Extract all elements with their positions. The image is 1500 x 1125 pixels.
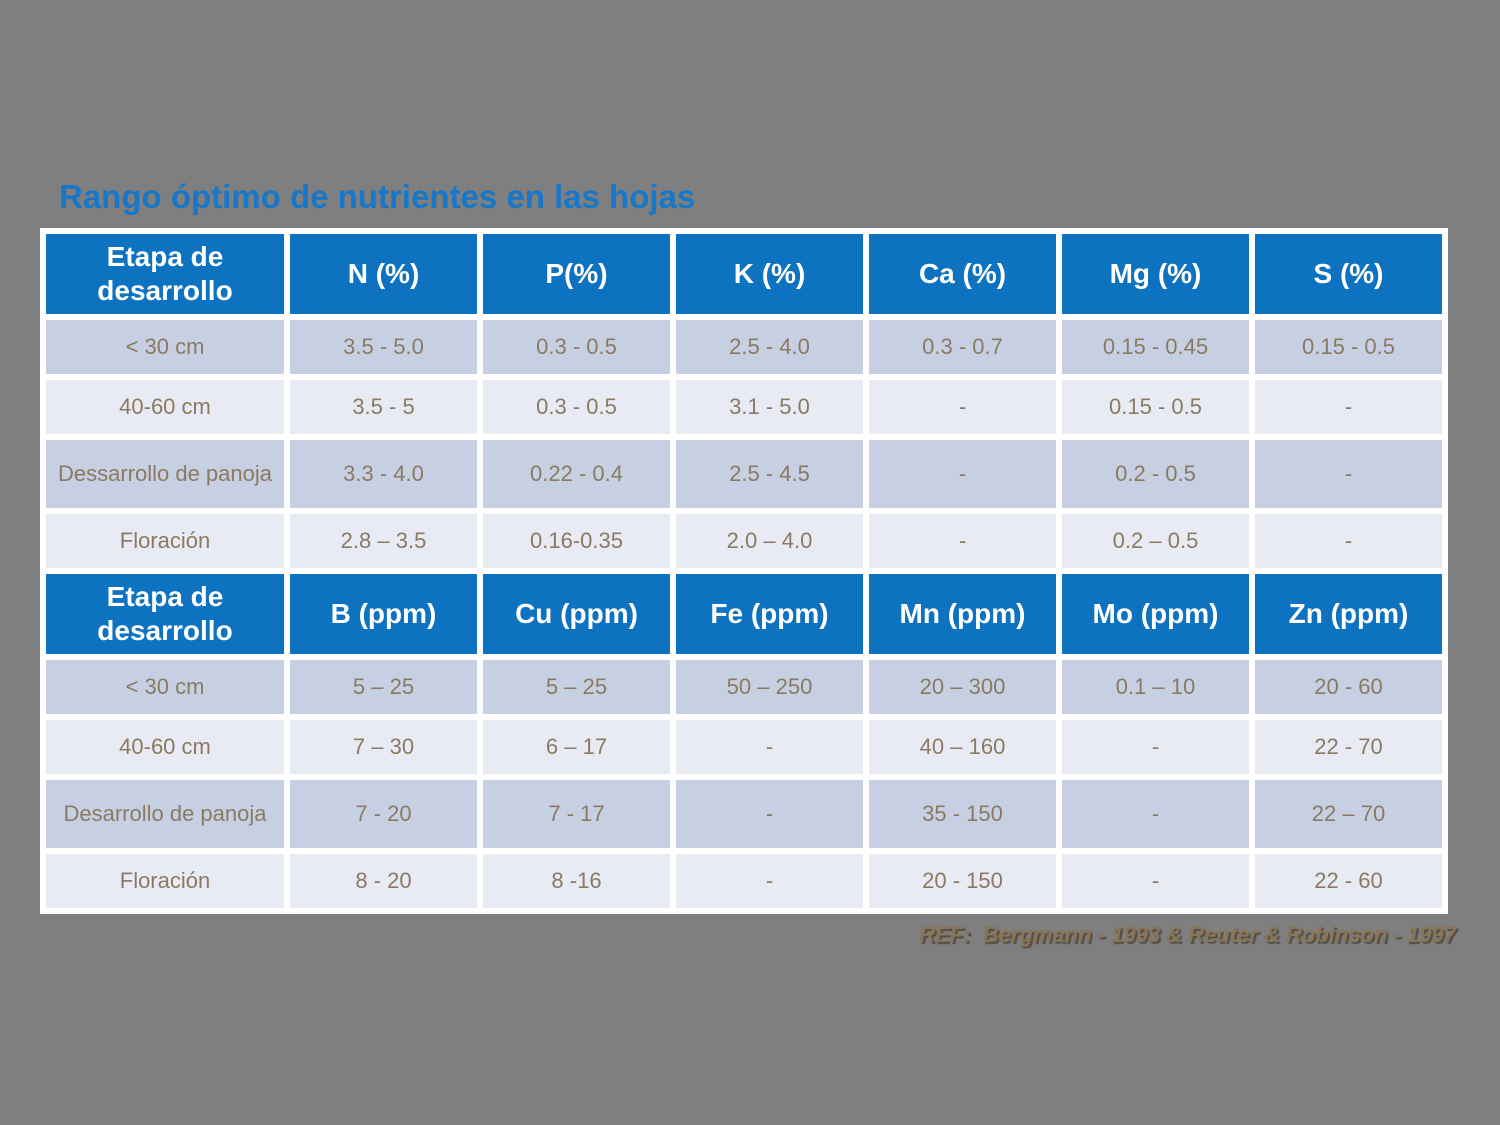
- header-cell: K (%): [676, 234, 863, 314]
- header-cell: Zn (ppm): [1255, 574, 1442, 654]
- header-cell: S (%): [1255, 234, 1442, 314]
- header-cell: B (ppm): [290, 574, 477, 654]
- table-cell: 3.1 - 5.0: [676, 380, 863, 434]
- table-cell: 5 – 25: [290, 660, 477, 714]
- table-row: Floración 8 - 20 8 -16-20 - 150-22 - 60: [46, 854, 1442, 908]
- header-cell: Etapa de desarrollo: [46, 234, 284, 314]
- nutrient-table: Etapa de desarrollo N (%) P(%) K (%) Ca (%) M…: [40, 228, 1448, 914]
- table-cell: 3.5 - 5: [290, 380, 477, 434]
- table-cell: 20 - 150: [869, 854, 1056, 908]
- table-cell: 40-60 cm: [46, 380, 284, 434]
- table-cell: 0.15 - 0.45: [1062, 320, 1249, 374]
- table-cell: 0.15 - 0.5: [1062, 380, 1249, 434]
- table-cell: -: [1255, 380, 1442, 434]
- table-row: Desarrollo de panoja 7 - 20 7 - 17-35 - 15…: [46, 780, 1442, 848]
- page-title: Rango óptimo de nutrientes en las hojas: [59, 178, 696, 215]
- table-cell: -: [869, 380, 1056, 434]
- table-cell: -: [1062, 854, 1249, 908]
- table-cell: 0.3 - 0.7: [869, 320, 1056, 374]
- table-cell: < 30 cm: [46, 660, 284, 714]
- table-cell: 40 – 160: [869, 720, 1056, 774]
- table-cell: 22 - 60: [1255, 854, 1442, 908]
- table-row: < 30 cm 3.5 - 5.0 0.3 - 0.5 2.5 - 4.0 0.3 - …: [46, 320, 1442, 374]
- table-cell: 0.2 - 0.5: [1062, 440, 1249, 508]
- table-cell: 3.5 - 5.0: [290, 320, 477, 374]
- table-cell: 22 – 70: [1255, 780, 1442, 848]
- table-row: Floración 2.8 – 3.5 0.16-0.35 2.0 – 4.0-0.2…: [46, 514, 1442, 568]
- header-cell: Mg (%): [1062, 234, 1249, 314]
- table-cell: 35 - 150: [869, 780, 1056, 848]
- table-cell: 2.5 - 4.0: [676, 320, 863, 374]
- table-cell: 0.2 – 0.5: [1062, 514, 1249, 568]
- table-cell: -: [1062, 780, 1249, 848]
- table-cell: -: [869, 514, 1056, 568]
- table-cell: < 30 cm: [46, 320, 284, 374]
- table-cell: 2.8 – 3.5: [290, 514, 477, 568]
- table-cell: 0.3 - 0.5: [483, 380, 670, 434]
- table-cell: 5 – 25: [483, 660, 670, 714]
- table-cell: Floración: [46, 854, 284, 908]
- table-cell: Floración: [46, 514, 284, 568]
- header-cell: N (%): [290, 234, 477, 314]
- table-cell: 8 -16: [483, 854, 670, 908]
- table-cell: -: [676, 720, 863, 774]
- table-cell: 8 - 20: [290, 854, 477, 908]
- header-cell: Ca (%): [869, 234, 1056, 314]
- table-row: Dessarrollo de panoja 3.3 - 4.0 0.22 - 0.4…: [46, 440, 1442, 508]
- table-row: 40-60 cm 3.5 - 5 0.3 - 0.5 3.1 - 5.0-0.15 -…: [46, 380, 1442, 434]
- table-cell: -: [869, 440, 1056, 508]
- reference-text: REF: Bergmann - 1993 & Reuter & Robinson…: [919, 922, 1456, 947]
- header-cell: P(%): [483, 234, 670, 314]
- table-cell: -: [1062, 720, 1249, 774]
- table-row: < 30 cm 5 – 25 5 – 25 50 – 250 20 – 300 0.1 –…: [46, 660, 1442, 714]
- table-cell: Desarrollo de panoja: [46, 780, 284, 848]
- table-cell: 0.22 - 0.4: [483, 440, 670, 508]
- header-cell: Etapa de desarrollo: [46, 574, 284, 654]
- table-row: 40-60 cm 7 – 30 6 – 17-40 – 160-22 - 70: [46, 720, 1442, 774]
- table-cell: 7 – 30: [290, 720, 477, 774]
- table-cell: -: [1255, 514, 1442, 568]
- table-cell: 20 - 60: [1255, 660, 1442, 714]
- table-cell: 7 - 20: [290, 780, 477, 848]
- table-cell: -: [676, 854, 863, 908]
- table-cell: 40-60 cm: [46, 720, 284, 774]
- table-cell: 7 - 17: [483, 780, 670, 848]
- table-cell: 0.3 - 0.5: [483, 320, 670, 374]
- table-cell: 0.16-0.35: [483, 514, 670, 568]
- table-header-row: Etapa de desarrollo N (%) P(%) K (%) Ca (%) M…: [46, 234, 1442, 314]
- table-cell: 0.1 – 10: [1062, 660, 1249, 714]
- table-cell: 50 – 250: [676, 660, 863, 714]
- header-cell: Fe (ppm): [676, 574, 863, 654]
- table-cell: 0.15 - 0.5: [1255, 320, 1442, 374]
- header-cell: Mo (ppm): [1062, 574, 1249, 654]
- table-cell: Dessarrollo de panoja: [46, 440, 284, 508]
- table-cell: 20 – 300: [869, 660, 1056, 714]
- table-cell: -: [1255, 440, 1442, 508]
- header-cell: Cu (ppm): [483, 574, 670, 654]
- table-cell: 6 – 17: [483, 720, 670, 774]
- table-header-row: Etapa de desarrollo B (ppm) Cu (ppm) Fe (pp…: [46, 574, 1442, 654]
- nutrient-table-body: Etapa de desarrollo N (%) P(%) K (%) Ca (%) M…: [46, 234, 1442, 908]
- header-cell: Mn (ppm): [869, 574, 1056, 654]
- table-cell: 2.5 - 4.5: [676, 440, 863, 508]
- table-cell: 3.3 - 4.0: [290, 440, 477, 508]
- table-cell: 2.0 – 4.0: [676, 514, 863, 568]
- table-cell: -: [676, 780, 863, 848]
- table-cell: 22 - 70: [1255, 720, 1442, 774]
